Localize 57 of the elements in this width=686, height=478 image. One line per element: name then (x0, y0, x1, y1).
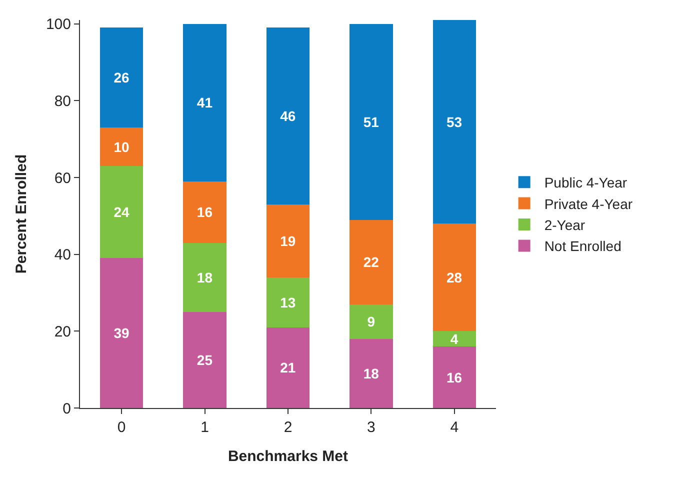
bar (350, 24, 393, 220)
bar (350, 304, 393, 339)
legend-label: Not Enrolled (544, 238, 622, 254)
data-label: 16 (446, 369, 462, 386)
y-tick-label: 80 (54, 92, 71, 110)
data-label: 10 (114, 138, 130, 155)
y-axis-title: Percent Enrolled (13, 154, 30, 274)
y-tick-label: 20 (54, 323, 71, 340)
y-tick-label: 100 (46, 16, 71, 34)
bar (266, 327, 310, 408)
bar (100, 28, 144, 128)
data-label: 18 (196, 269, 213, 286)
data-label: 21 (280, 360, 296, 376)
legend-label: Private 4-Year (544, 196, 633, 212)
legend-label: 2-Year (544, 216, 586, 233)
x-tick-label: 2 (284, 419, 292, 436)
bar (183, 242, 226, 312)
bar (100, 166, 144, 258)
data-label: 28 (446, 269, 462, 286)
y-tick-label: 0 (62, 400, 71, 418)
x-tick-label: 1 (200, 419, 209, 436)
bar (350, 220, 393, 304)
data-label: 51 (363, 114, 380, 130)
data-label: 22 (363, 254, 380, 270)
bar (432, 224, 476, 332)
data-label: 26 (114, 70, 130, 86)
bar (100, 128, 144, 166)
data-label: 13 (280, 294, 296, 310)
legend-label: Public 4-Year (544, 174, 628, 191)
data-label: 25 (196, 352, 213, 368)
bar (183, 312, 226, 408)
bar (183, 24, 226, 182)
bar (183, 181, 226, 243)
bar (432, 346, 476, 408)
data-label: 53 (446, 114, 462, 130)
bar (266, 277, 310, 328)
x-tick-label: 3 (367, 419, 376, 436)
bar (266, 28, 310, 204)
data-label: 41 (196, 94, 213, 111)
y-tick-label: 40 (54, 246, 71, 264)
data-label: 19 (280, 232, 296, 249)
data-label: 4 (450, 330, 458, 347)
data-label: 39 (114, 325, 130, 342)
data-label: 18 (363, 365, 380, 382)
data-label: 16 (196, 204, 213, 220)
bar (432, 331, 476, 347)
bar (432, 20, 476, 224)
bar (100, 258, 144, 408)
x-axis-title: Benchmarks Met (228, 448, 348, 465)
x-tick-label: 4 (450, 419, 459, 436)
bar (266, 204, 310, 278)
data-label: 9 (367, 314, 376, 330)
data-label: 24 (114, 204, 130, 220)
bar (350, 338, 393, 408)
y-tick-label: 60 (54, 170, 71, 187)
data-label: 46 (280, 108, 296, 124)
x-tick-label: 0 (117, 419, 126, 436)
